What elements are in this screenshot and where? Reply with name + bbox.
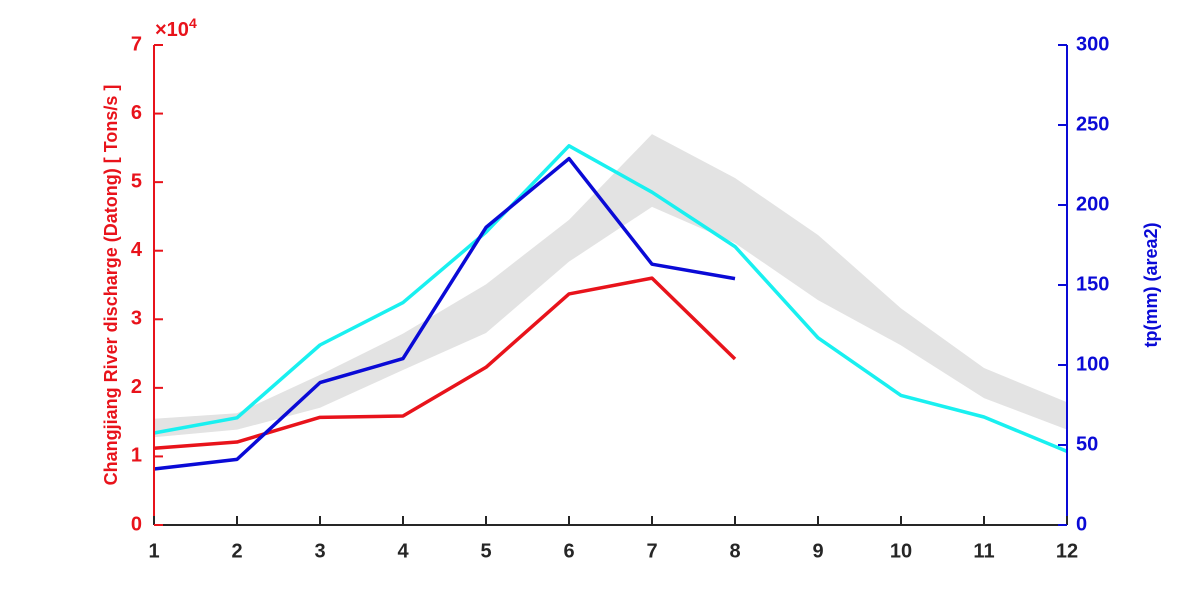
x-tick-label: 3 xyxy=(314,540,325,562)
x-tick-label: 1 xyxy=(148,540,159,562)
y2-tick-label: 100 xyxy=(1076,353,1109,375)
y-multiplier: ×104 xyxy=(155,15,197,42)
y-tick-label: 5 xyxy=(131,170,142,192)
data-line xyxy=(153,144,1068,454)
y-multiplier-base: ×10 xyxy=(155,19,189,41)
x-tick-label: 11 xyxy=(973,540,994,562)
y-axis-label: Changjiang River discharge (Datong) [ To… xyxy=(101,85,121,486)
y2-tick-label: 150 xyxy=(1076,273,1109,295)
y2-tick-label: 50 xyxy=(1076,433,1098,455)
y-tick-label: 1 xyxy=(131,445,142,467)
x-tick-label: 10 xyxy=(890,540,912,562)
data-line xyxy=(153,156,736,471)
x-tick-label: 12 xyxy=(1056,540,1078,562)
x-tick-label: 6 xyxy=(563,540,574,562)
y-tick-label: 6 xyxy=(131,102,142,124)
data-line xyxy=(153,276,737,450)
y-tick-label: 3 xyxy=(131,308,142,330)
x-tick-label: 8 xyxy=(729,540,740,562)
y-tick-label: 7 xyxy=(131,33,142,55)
y-tick-label: 2 xyxy=(131,376,142,398)
x-tick-label: 2 xyxy=(231,540,242,562)
x-tick-label: 7 xyxy=(646,540,657,562)
x-tick-label: 5 xyxy=(480,540,491,562)
x-tick-label: 9 xyxy=(812,540,823,562)
y2-tick-label: 250 xyxy=(1076,113,1109,135)
y-multiplier-exponent: 4 xyxy=(189,15,197,31)
y-tick-label: 0 xyxy=(131,513,142,535)
range-band xyxy=(154,134,1067,438)
y2-tick-label: 0 xyxy=(1076,513,1087,535)
y2-tick-label: 200 xyxy=(1076,193,1109,215)
x-tick-label: 4 xyxy=(397,540,409,562)
y-tick-label: 4 xyxy=(131,239,143,261)
y2-axis-label: tp(mm) (area2) xyxy=(1141,222,1161,347)
y2-tick-label: 300 xyxy=(1076,33,1109,55)
